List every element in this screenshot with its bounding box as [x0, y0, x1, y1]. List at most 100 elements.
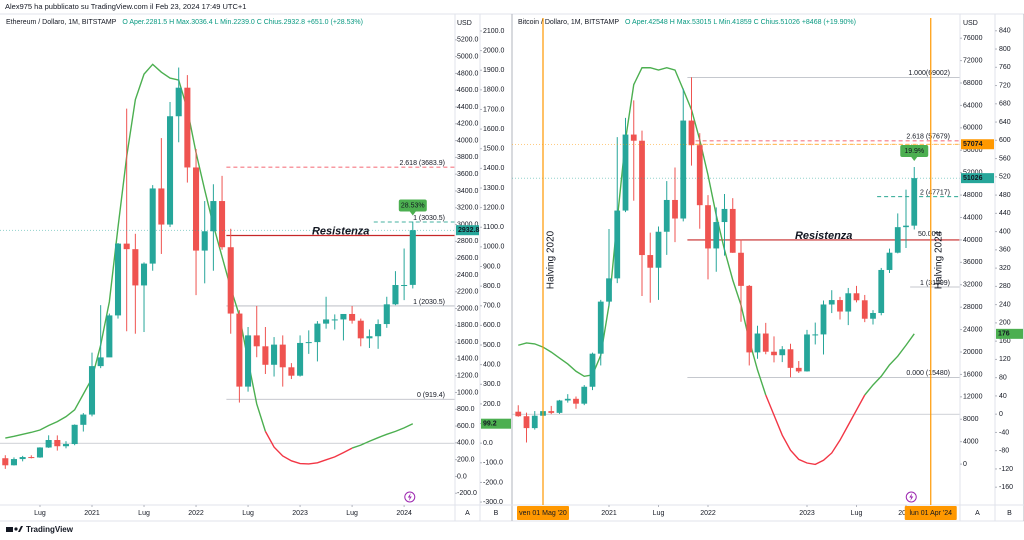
y-tick-label: 600.0 — [457, 423, 475, 430]
candle-body — [647, 255, 654, 268]
candle-body — [820, 304, 827, 335]
candle-body — [630, 134, 637, 141]
candle-body — [114, 243, 122, 316]
candle-body — [331, 319, 338, 321]
candle-body — [663, 199, 670, 232]
candle-body — [771, 351, 777, 356]
y2-tick-label: 2000.0 — [483, 47, 505, 54]
scale-button: B — [1007, 510, 1012, 517]
candle-body — [903, 225, 909, 228]
candle-body — [861, 300, 868, 319]
candle-body — [688, 120, 695, 146]
y2-tick-label: -300.0 — [483, 499, 503, 506]
candle-body — [36, 447, 44, 458]
y-tick-label: 76000 — [963, 35, 983, 42]
indicator-line — [264, 431, 353, 465]
candle-body — [531, 415, 538, 429]
price-tag — [481, 418, 511, 429]
candle-body — [262, 346, 269, 365]
alert-icon — [404, 491, 416, 503]
y-tick-label: 60000 — [963, 125, 983, 132]
y-tick-label: 0 — [963, 461, 967, 468]
y2-tick-label: 0 — [999, 411, 1003, 418]
percent-callout — [398, 199, 427, 212]
y2-tick-label: 800.0 — [483, 283, 501, 290]
fib-label: 0.000 (15480) — [906, 370, 950, 377]
indicator-line — [765, 394, 866, 466]
alert-icon-bolt — [909, 493, 914, 501]
price-tag — [961, 139, 994, 150]
x-tick-label: 2021 — [84, 510, 100, 517]
y-tick-label: 12000 — [963, 394, 983, 401]
candle-body — [314, 323, 321, 343]
plot-area — [512, 67, 960, 466]
candle-body — [606, 278, 612, 302]
candle-body — [672, 199, 678, 219]
candle-body — [622, 134, 629, 211]
y-tick-label: 52000 — [963, 170, 983, 177]
candle-body — [564, 398, 571, 401]
alert-icon-bolt — [407, 493, 412, 501]
y-tick-label: 48000 — [963, 192, 983, 199]
candle-body — [804, 334, 810, 372]
candle-body — [556, 400, 563, 413]
candle-body — [837, 300, 843, 312]
candle-body — [28, 457, 35, 459]
y-tick-label: 28000 — [963, 304, 983, 311]
candle-body — [158, 188, 165, 225]
indicator-line — [5, 63, 414, 449]
y-tick-label: 1600.0 — [457, 339, 479, 346]
y-tick-label: 2400.0 — [457, 272, 479, 279]
candle-body — [227, 247, 234, 314]
y2-tick-label: -80 — [999, 448, 1009, 455]
x-tick-label: 2021 — [601, 510, 617, 517]
y-tick-label: 1400.0 — [457, 356, 479, 363]
candle-body — [88, 366, 96, 415]
candle-body — [140, 263, 148, 286]
y2-tick-label: 400.0 — [483, 361, 501, 368]
y-tick-label: 2800.0 — [457, 238, 479, 245]
y-tick-label: 2000.0 — [457, 305, 479, 312]
y2-tick-label: 200 — [999, 320, 1011, 327]
candle-body — [305, 342, 312, 344]
candle-body — [253, 335, 260, 347]
ohlc-values: O Aper.2281.5 H Max.3036.4 L Min.2239.0 … — [122, 19, 363, 26]
y-tick-label: 800.0 — [457, 406, 475, 413]
price-tag-label: 57074 — [963, 141, 983, 148]
event-date-tag — [517, 506, 569, 520]
y2-tick-label: 480 — [999, 192, 1011, 199]
candle-body — [288, 367, 295, 376]
percent-callout — [900, 144, 929, 157]
candle-body — [548, 411, 555, 413]
y-tick-label: -200.0 — [457, 490, 477, 497]
y2-tick-label: 440 — [999, 210, 1011, 217]
candle-body — [297, 342, 304, 376]
y-tick-label: 24000 — [963, 326, 983, 333]
y2-tick-label: -200.0 — [483, 479, 503, 486]
y2-tick-label: 240 — [999, 301, 1011, 308]
y2-tick-label: 700.0 — [483, 303, 501, 310]
y-tick-label: 3800.0 — [457, 154, 479, 161]
x-tick-label: Lug — [242, 510, 254, 517]
y2-tick-label: 160 — [999, 338, 1011, 345]
candle-body — [713, 222, 720, 249]
price-tag — [996, 328, 1023, 339]
candle-body — [729, 208, 736, 253]
fib-label: 1 (31599) — [920, 280, 950, 287]
x-tick-label: 2022 — [700, 510, 716, 517]
x-tick-label: Lug — [138, 510, 150, 517]
scale-button: A — [975, 510, 980, 517]
candle-body — [853, 293, 860, 301]
y-tick-label: 5200.0 — [457, 37, 479, 44]
candle-body — [886, 252, 893, 270]
y2-tick-label: 1300.0 — [483, 185, 505, 192]
resistance-label: Resistenza — [312, 225, 369, 237]
y2-tick-label: -100.0 — [483, 460, 503, 467]
candle-body — [409, 230, 416, 285]
candle-body — [236, 313, 243, 387]
y-tick-label: 44000 — [963, 214, 983, 221]
price-tag — [961, 173, 994, 184]
candle-body — [357, 320, 364, 339]
y-tick-label: 3000.0 — [457, 221, 479, 228]
